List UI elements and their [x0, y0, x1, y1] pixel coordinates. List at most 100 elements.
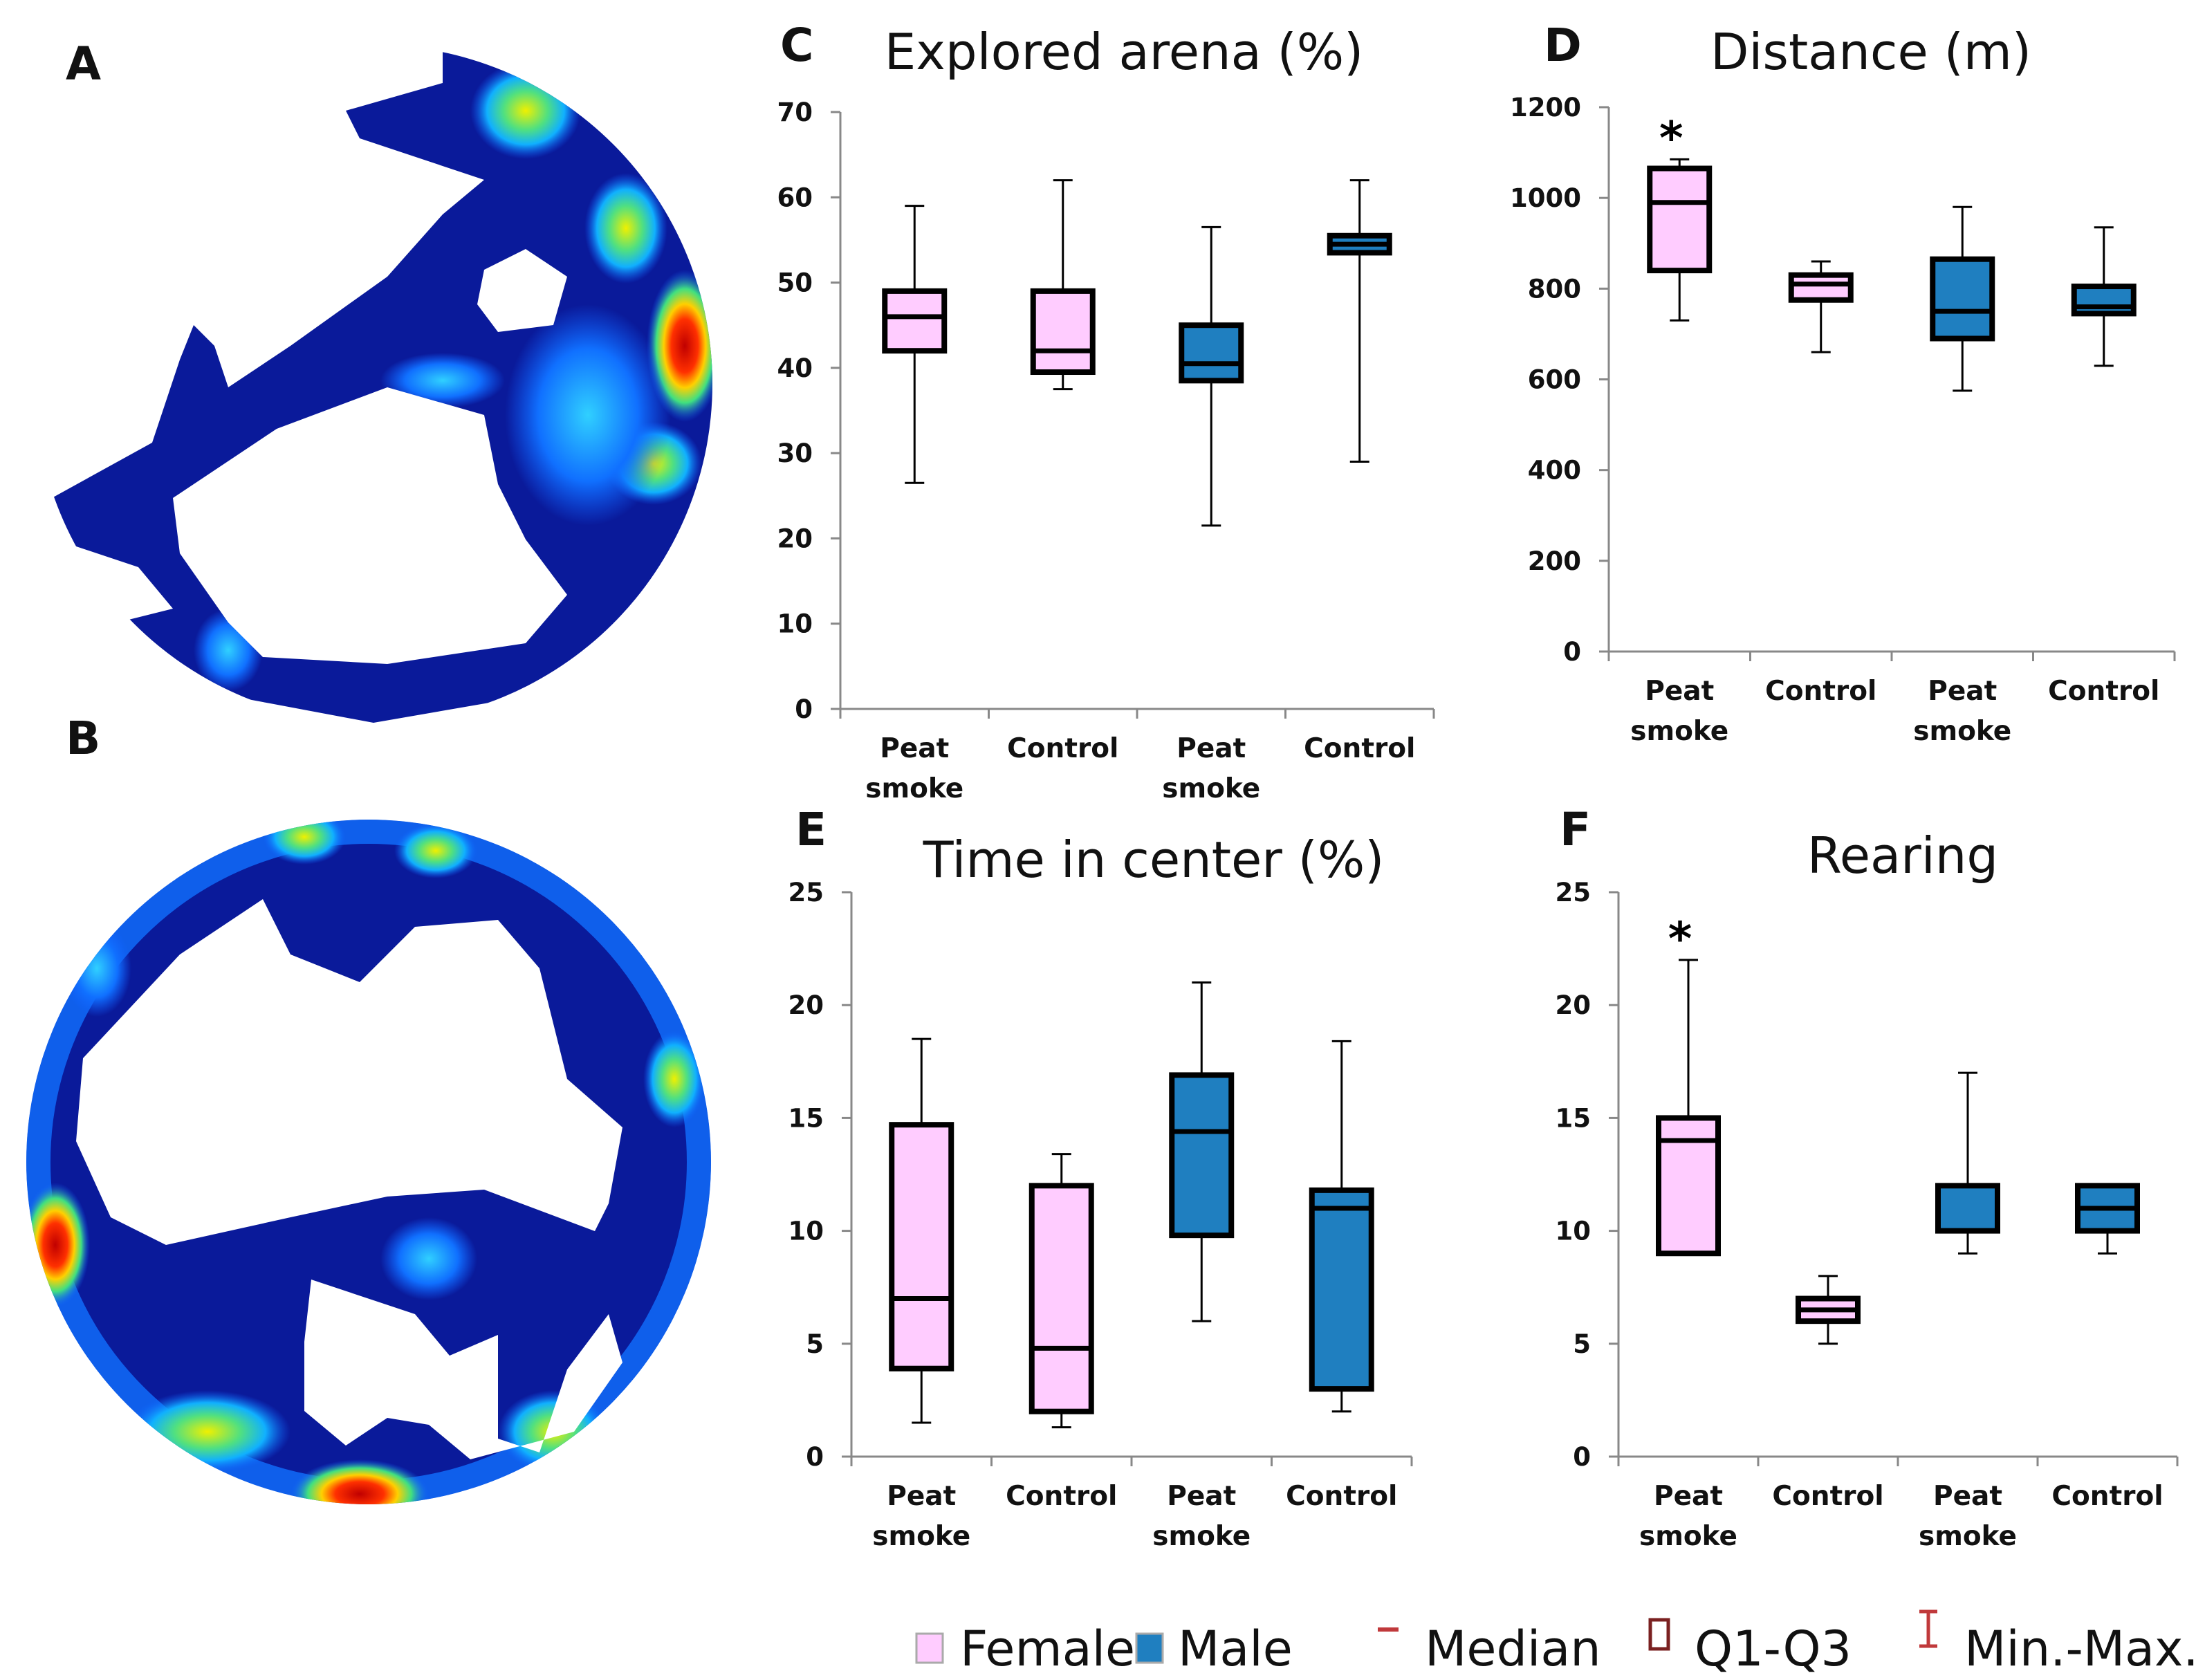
iqr-box — [882, 288, 948, 354]
box-3 — [1179, 225, 1244, 527]
y-tick-label: 50 — [777, 268, 813, 298]
legend-median-label: Median — [1425, 1621, 1601, 1677]
y-tick-label: 0 — [1563, 637, 1581, 667]
y-tick-label: 1000 — [1510, 183, 1581, 213]
y-tick-label: 1200 — [1510, 93, 1581, 122]
y-tick-label: 5 — [1573, 1329, 1591, 1359]
y-tick-label: 40 — [777, 353, 813, 383]
category-label: Control — [1007, 733, 1118, 764]
heatmap-a — [52, 45, 712, 723]
legend-female-swatch — [915, 1632, 944, 1664]
box-3 — [1169, 981, 1235, 1322]
panel-label-a: A — [66, 37, 101, 91]
y-tick-label: 30 — [777, 439, 813, 468]
box-3 — [1935, 1071, 2000, 1255]
chart-c: C Explored arena (%) 0 10 20 30 40 50 60 70 Peat sm… — [777, 19, 1435, 804]
category-label: Control — [1286, 1481, 1397, 1512]
iqr-box — [1647, 165, 1713, 274]
category-label: Peat — [1645, 676, 1714, 707]
box-2 — [1030, 179, 1096, 391]
significance-star: * — [1659, 111, 1683, 165]
y-tick-label: 200 — [1528, 546, 1581, 576]
chart-title: Explored arena (%) — [885, 23, 1363, 81]
significance-star: * — [1668, 912, 1692, 966]
box-2 — [1788, 260, 1854, 353]
panel-label: E — [795, 803, 827, 856]
category-label: Peat — [880, 733, 949, 764]
box-2 — [1796, 1275, 1861, 1345]
y-tick-label: 800 — [1528, 274, 1581, 304]
category-label: Peat — [887, 1481, 956, 1512]
box-1: * — [1656, 912, 1721, 1257]
category-label: Control — [2051, 1481, 2163, 1512]
y-tick-label: 25 — [1556, 878, 1591, 907]
y-tick-label: 20 — [1556, 990, 1591, 1020]
legend-male-swatch — [1135, 1632, 1164, 1664]
category-label: Control — [1765, 676, 1876, 707]
y-tick-label: 400 — [1528, 456, 1581, 486]
y-tick-label: 0 — [1573, 1442, 1591, 1472]
chart-title: Time in center (%) — [923, 831, 1385, 889]
chart-title: Distance (m) — [1710, 23, 2031, 81]
iqr-box — [2071, 284, 2137, 317]
iqr-box — [1179, 322, 1244, 384]
y-tick-label: 10 — [1556, 1217, 1591, 1246]
iqr-box — [889, 1122, 954, 1372]
box-4 — [2075, 1183, 2140, 1255]
panel-label: C — [780, 19, 813, 72]
y-tick-label: 0 — [806, 1442, 824, 1472]
category-label: smoke — [865, 773, 963, 804]
panel-label: D — [1544, 19, 1582, 72]
iqr-box — [1169, 1072, 1235, 1239]
y-tick-label: 20 — [788, 990, 824, 1020]
legend-q1q3-icon — [1648, 1618, 1670, 1651]
legend-median-icon — [1378, 1627, 1399, 1632]
box-4 — [1327, 179, 1392, 463]
category-label: smoke — [1919, 1521, 2017, 1552]
y-tick-label: 70 — [777, 98, 813, 127]
box-1: * — [1647, 111, 1713, 322]
category-label: smoke — [872, 1521, 970, 1552]
category-label: Control — [2048, 676, 2159, 707]
y-tick-label: 5 — [806, 1329, 824, 1359]
y-tick-label: 10 — [788, 1217, 824, 1246]
box-4 — [2071, 226, 2137, 367]
y-tick-label: 0 — [795, 694, 813, 724]
iqr-box — [1309, 1187, 1374, 1392]
box-1 — [889, 1037, 954, 1424]
category-label: smoke — [1639, 1521, 1737, 1552]
panel-label-b: B — [66, 712, 100, 765]
category-label: smoke — [1162, 773, 1260, 804]
iqr-box — [1930, 256, 1995, 342]
category-label: Peat — [1933, 1481, 2002, 1512]
chart-title: Rearing — [1807, 827, 1998, 885]
legend-q1q3-label: Q1-Q3 — [1695, 1621, 1852, 1677]
y-tick-label: 15 — [1556, 1103, 1591, 1133]
category-label: Control — [1304, 733, 1415, 764]
legend-minmax-label: Min.-Max. — [1964, 1621, 2196, 1677]
category-label: smoke — [1913, 716, 2011, 747]
category-label: Peat — [1167, 1481, 1236, 1512]
box-1 — [882, 205, 948, 484]
heatmap-b — [26, 820, 711, 1504]
category-label: Peat — [1654, 1481, 1723, 1512]
y-tick-label: 20 — [777, 524, 813, 553]
category-label: Control — [1006, 1481, 1117, 1512]
legend-male-label: Male — [1178, 1621, 1293, 1677]
box-2 — [1028, 1153, 1094, 1429]
category-label: Peat — [1177, 733, 1246, 764]
y-tick-label: 15 — [788, 1103, 824, 1133]
category-label: smoke — [1152, 1521, 1251, 1552]
category-label: Peat — [1928, 676, 1997, 707]
iqr-box — [1935, 1183, 2000, 1234]
y-tick-label: 10 — [777, 609, 813, 639]
y-tick-label: 60 — [777, 183, 813, 212]
box-4 — [1309, 1040, 1374, 1413]
iqr-box — [1788, 272, 1854, 303]
category-label: smoke — [1630, 716, 1728, 747]
legend: Female Male Median Q1-Q3 Min.-Max. — [915, 1609, 2196, 1677]
panel-label: F — [1560, 803, 1591, 856]
y-tick-label: 600 — [1528, 365, 1581, 395]
box-3 — [1930, 205, 1995, 392]
chart-e: E Time in center (%) 0 5 10 15 20 25 Peat smoke Co… — [788, 803, 1413, 1552]
